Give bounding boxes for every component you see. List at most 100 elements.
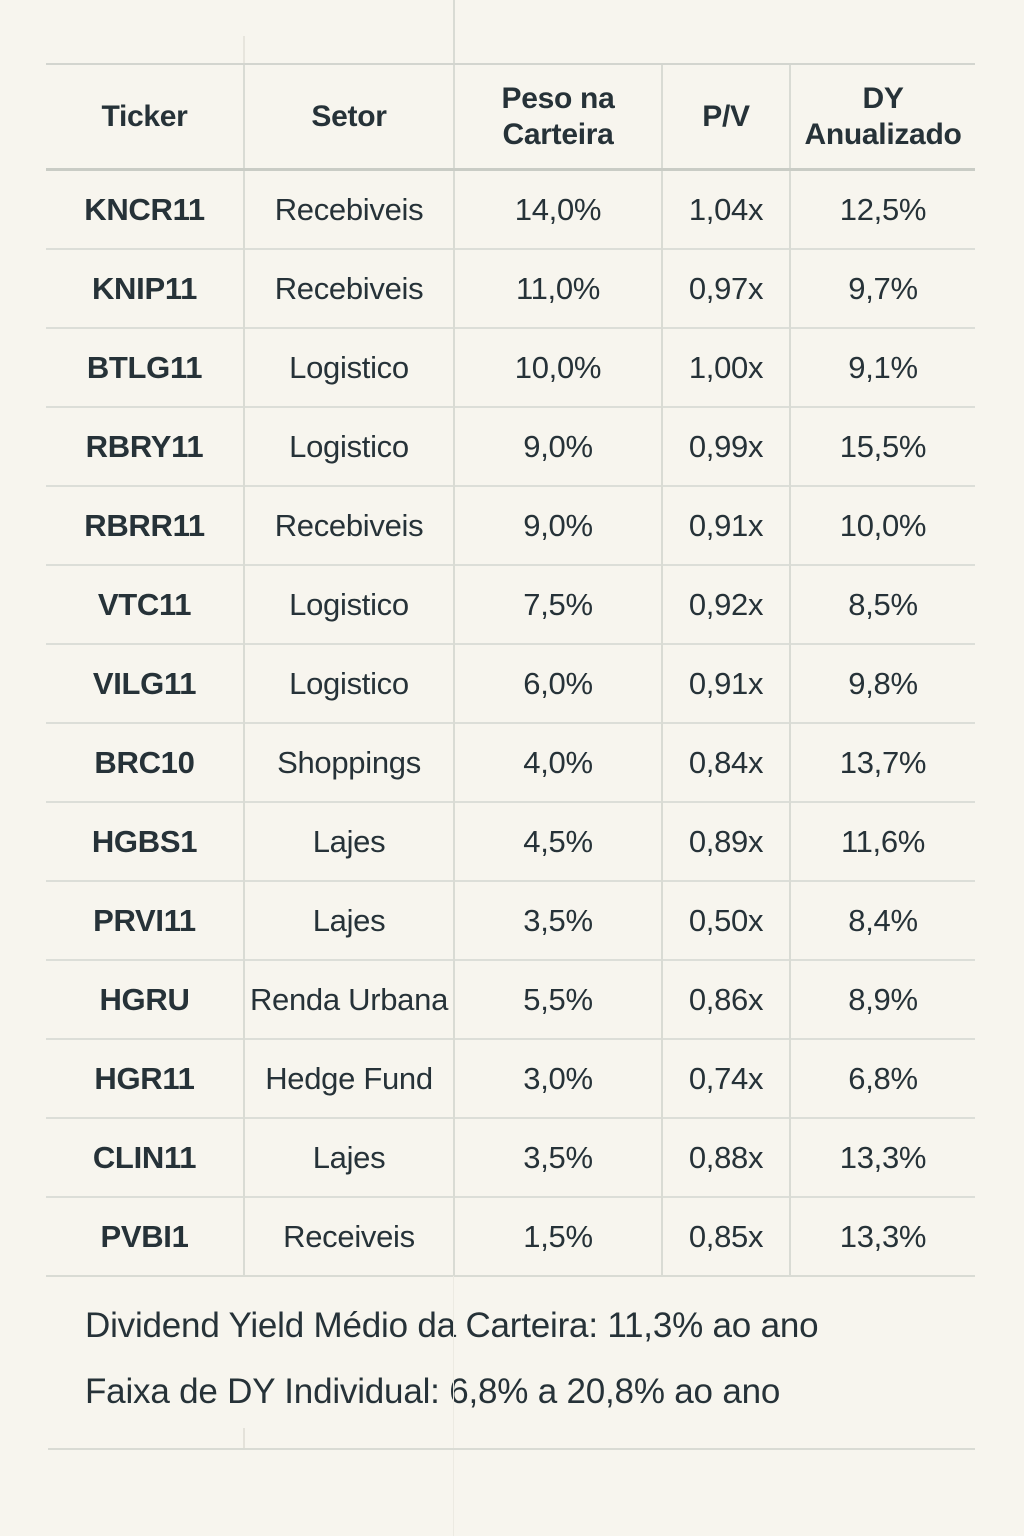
table-row: KNIP11 Recebiveis 11,0% 0,97x 9,7% bbox=[46, 248, 975, 328]
table-row: RBRY11 Logistico 9,0% 0,99x 15,5% bbox=[46, 406, 975, 486]
setor-cell: Shoppings bbox=[243, 722, 454, 802]
setor-cell: Lajes bbox=[243, 1117, 454, 1197]
peso-cell: 10,0% bbox=[453, 327, 662, 407]
peso-cell: 3,5% bbox=[453, 1117, 662, 1197]
setor-cell: Recebiveis bbox=[243, 168, 454, 249]
peso-cell: 1,5% bbox=[453, 1196, 662, 1277]
column-divider-extension-top bbox=[453, 0, 455, 63]
pv-cell: 0,88x bbox=[661, 1117, 790, 1197]
pv-cell: 1,00x bbox=[661, 327, 790, 407]
table-row: PVBI1 Receiveis 1,5% 0,85x 13,3% bbox=[46, 1196, 975, 1277]
peso-cell: 4,5% bbox=[453, 801, 662, 881]
peso-cell: 4,0% bbox=[453, 722, 662, 802]
header-peso: Peso na Carteira bbox=[453, 63, 662, 171]
pv-cell: 0,91x bbox=[661, 485, 790, 565]
dy-cell: 13,3% bbox=[789, 1117, 975, 1197]
pv-cell: 0,85x bbox=[661, 1196, 790, 1277]
table-row: CLIN11 Lajes 3,5% 0,88x 13,3% bbox=[46, 1117, 975, 1197]
setor-cell: Hedge Fund bbox=[243, 1038, 454, 1118]
setor-cell: Recebiveis bbox=[243, 248, 454, 328]
summary-avg-dy: Dividend Yield Médio da Carteira: 11,3% … bbox=[85, 1306, 819, 1345]
table-row: VTC11 Logistico 7,5% 0,92x 8,5% bbox=[46, 564, 975, 644]
ticker-cell: HGR11 bbox=[46, 1038, 244, 1118]
peso-cell: 9,0% bbox=[453, 485, 662, 565]
column-divider-stub-bottom bbox=[243, 1428, 245, 1448]
ticker-cell: BRC10 bbox=[46, 722, 244, 802]
setor-cell: Logistico bbox=[243, 327, 454, 407]
peso-cell: 5,5% bbox=[453, 959, 662, 1039]
pv-cell: 0,86x bbox=[661, 959, 790, 1039]
table-row: VILG11 Logistico 6,0% 0,91x 9,8% bbox=[46, 643, 975, 723]
setor-cell: Logistico bbox=[243, 564, 454, 644]
table-row: HGRU Renda Urbana 5,5% 0,86x 8,9% bbox=[46, 959, 975, 1039]
summary-notes: Dividend Yield Médio da Carteira: 11,3% … bbox=[85, 1293, 985, 1425]
setor-cell: Logistico bbox=[243, 643, 454, 723]
summary-dy-range: Faixa de DY Individual: 6,8% a 20,8% ao … bbox=[85, 1372, 781, 1411]
table-row: HGBS1 Lajes 4,5% 0,89x 11,6% bbox=[46, 801, 975, 881]
table-header-row: Ticker Setor Peso na Carteira P/V DY Anualiz… bbox=[46, 63, 975, 171]
table-row: BTLG11 Logistico 10,0% 1,00x 9,1% bbox=[46, 327, 975, 407]
dy-cell: 8,4% bbox=[789, 880, 975, 960]
table-row: KNCR11 Recebiveis 14,0% 1,04x 12,5% bbox=[46, 168, 975, 249]
bottom-rule bbox=[48, 1448, 975, 1450]
table-row: PRVI11 Lajes 3,5% 0,50x 8,4% bbox=[46, 880, 975, 960]
column-divider-extension-bottom bbox=[453, 1276, 454, 1536]
peso-cell: 9,0% bbox=[453, 406, 662, 486]
pv-cell: 0,91x bbox=[661, 643, 790, 723]
setor-cell: Logistico bbox=[243, 406, 454, 486]
ticker-cell: PVBI1 bbox=[46, 1196, 244, 1277]
header-dy: DY Anualizado bbox=[789, 63, 975, 171]
dy-cell: 8,9% bbox=[789, 959, 975, 1039]
setor-cell: Lajes bbox=[243, 801, 454, 881]
peso-cell: 11,0% bbox=[453, 248, 662, 328]
pv-cell: 0,97x bbox=[661, 248, 790, 328]
table-row: HGR11 Hedge Fund 3,0% 0,74x 6,8% bbox=[46, 1038, 975, 1118]
dy-cell: 12,5% bbox=[789, 168, 975, 249]
peso-cell: 7,5% bbox=[453, 564, 662, 644]
setor-cell: Renda Urbana bbox=[243, 959, 454, 1039]
ticker-cell: VTC11 bbox=[46, 564, 244, 644]
pv-cell: 1,04x bbox=[661, 168, 790, 249]
peso-cell: 6,0% bbox=[453, 643, 662, 723]
dy-cell: 11,6% bbox=[789, 801, 975, 881]
ticker-cell: KNIP11 bbox=[46, 248, 244, 328]
header-setor: Setor bbox=[243, 63, 454, 171]
peso-cell: 3,5% bbox=[453, 880, 662, 960]
ticker-cell: RBRY11 bbox=[46, 406, 244, 486]
pv-cell: 0,92x bbox=[661, 564, 790, 644]
ticker-cell: PRVI11 bbox=[46, 880, 244, 960]
ticker-cell: HGRU bbox=[46, 959, 244, 1039]
dy-cell: 13,7% bbox=[789, 722, 975, 802]
ticker-cell: CLIN11 bbox=[46, 1117, 244, 1197]
peso-cell: 14,0% bbox=[453, 168, 662, 249]
table-row: RBRR11 Recebiveis 9,0% 0,91x 10,0% bbox=[46, 485, 975, 565]
pv-cell: 0,84x bbox=[661, 722, 790, 802]
dy-cell: 9,1% bbox=[789, 327, 975, 407]
ticker-cell: VILG11 bbox=[46, 643, 244, 723]
pv-cell: 0,50x bbox=[661, 880, 790, 960]
dy-cell: 6,8% bbox=[789, 1038, 975, 1118]
ticker-cell: KNCR11 bbox=[46, 168, 244, 249]
pv-cell: 0,89x bbox=[661, 801, 790, 881]
ticker-cell: HGBS1 bbox=[46, 801, 244, 881]
pv-cell: 0,99x bbox=[661, 406, 790, 486]
dy-cell: 15,5% bbox=[789, 406, 975, 486]
setor-cell: Receiveis bbox=[243, 1196, 454, 1277]
table-row: BRC10 Shoppings 4,0% 0,84x 13,7% bbox=[46, 722, 975, 802]
ticker-cell: BTLG11 bbox=[46, 327, 244, 407]
header-ticker: Ticker bbox=[46, 63, 244, 171]
setor-cell: Lajes bbox=[243, 880, 454, 960]
setor-cell: Recebiveis bbox=[243, 485, 454, 565]
dy-cell: 13,3% bbox=[789, 1196, 975, 1277]
ticker-cell: RBRR11 bbox=[46, 485, 244, 565]
column-divider-stub-top bbox=[243, 36, 245, 63]
peso-cell: 3,0% bbox=[453, 1038, 662, 1118]
dy-cell: 9,8% bbox=[789, 643, 975, 723]
dy-cell: 9,7% bbox=[789, 248, 975, 328]
fii-portfolio-table: Ticker Setor Peso na Carteira P/V DY Anualiz… bbox=[46, 63, 975, 1277]
dy-cell: 8,5% bbox=[789, 564, 975, 644]
dy-cell: 10,0% bbox=[789, 485, 975, 565]
header-pv: P/V bbox=[661, 63, 790, 171]
pv-cell: 0,74x bbox=[661, 1038, 790, 1118]
